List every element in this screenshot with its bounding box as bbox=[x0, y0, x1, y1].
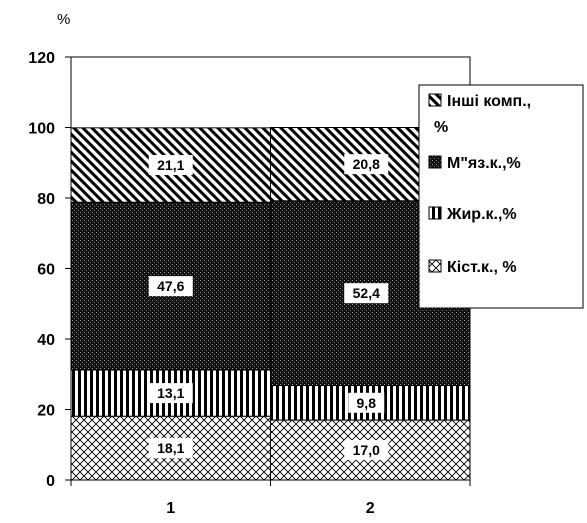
legend-label: Кіст.к., % bbox=[447, 259, 517, 276]
data-label-box bbox=[344, 154, 389, 175]
legend-box bbox=[418, 84, 584, 309]
data-label-box bbox=[148, 438, 193, 459]
x-tick-label: 1 bbox=[166, 500, 175, 517]
legend: Інші комп., % М"яз.к.,% Жир.к.,% Кіст.к., % bbox=[418, 84, 584, 309]
y-tick-label: 20 bbox=[37, 403, 55, 420]
data-label-box bbox=[148, 276, 193, 297]
data-label: 20,8 bbox=[353, 156, 380, 172]
y-tick-label: 100 bbox=[28, 121, 55, 138]
data-label: 52,4 bbox=[353, 285, 380, 301]
data-label-box bbox=[344, 440, 389, 461]
y-tick-label: 0 bbox=[46, 473, 55, 490]
x-tick-label: 2 bbox=[366, 500, 375, 517]
data-label: 13,1 bbox=[157, 385, 184, 401]
data-label-box bbox=[348, 392, 385, 413]
bars-layer: 18,1 13,1 47,6 21,1 17,0 9,8 52,4 20,8 bbox=[70, 127, 471, 481]
data-label: 47,6 bbox=[157, 278, 184, 294]
legend-label: Жир.к.,% bbox=[446, 206, 517, 223]
data-label: 18,1 bbox=[157, 440, 184, 456]
legend-swatch bbox=[428, 93, 442, 107]
legend-label: Інші комп.,% bbox=[434, 93, 531, 136]
legend-label: М"яз.к.,% bbox=[447, 155, 521, 172]
data-label: 9,8 bbox=[357, 395, 377, 411]
data-label-box bbox=[344, 283, 389, 304]
data-label-box bbox=[148, 383, 193, 404]
y-axis-unit-label: % bbox=[57, 11, 70, 28]
y-tick-label: 120 bbox=[28, 50, 55, 67]
legend-swatch bbox=[428, 206, 442, 220]
data-label: 21,1 bbox=[157, 157, 184, 173]
y-tick-label: 80 bbox=[37, 191, 55, 208]
axes-layer: 0 20 40 60 80 100 120 1 2 bbox=[28, 50, 471, 517]
legend-swatch bbox=[428, 155, 442, 169]
y-tick-label: 40 bbox=[37, 332, 55, 349]
legend-swatch bbox=[428, 259, 442, 273]
y-tick-label: 60 bbox=[37, 262, 55, 279]
data-label-box bbox=[148, 155, 193, 176]
data-label: 17,0 bbox=[353, 442, 380, 458]
